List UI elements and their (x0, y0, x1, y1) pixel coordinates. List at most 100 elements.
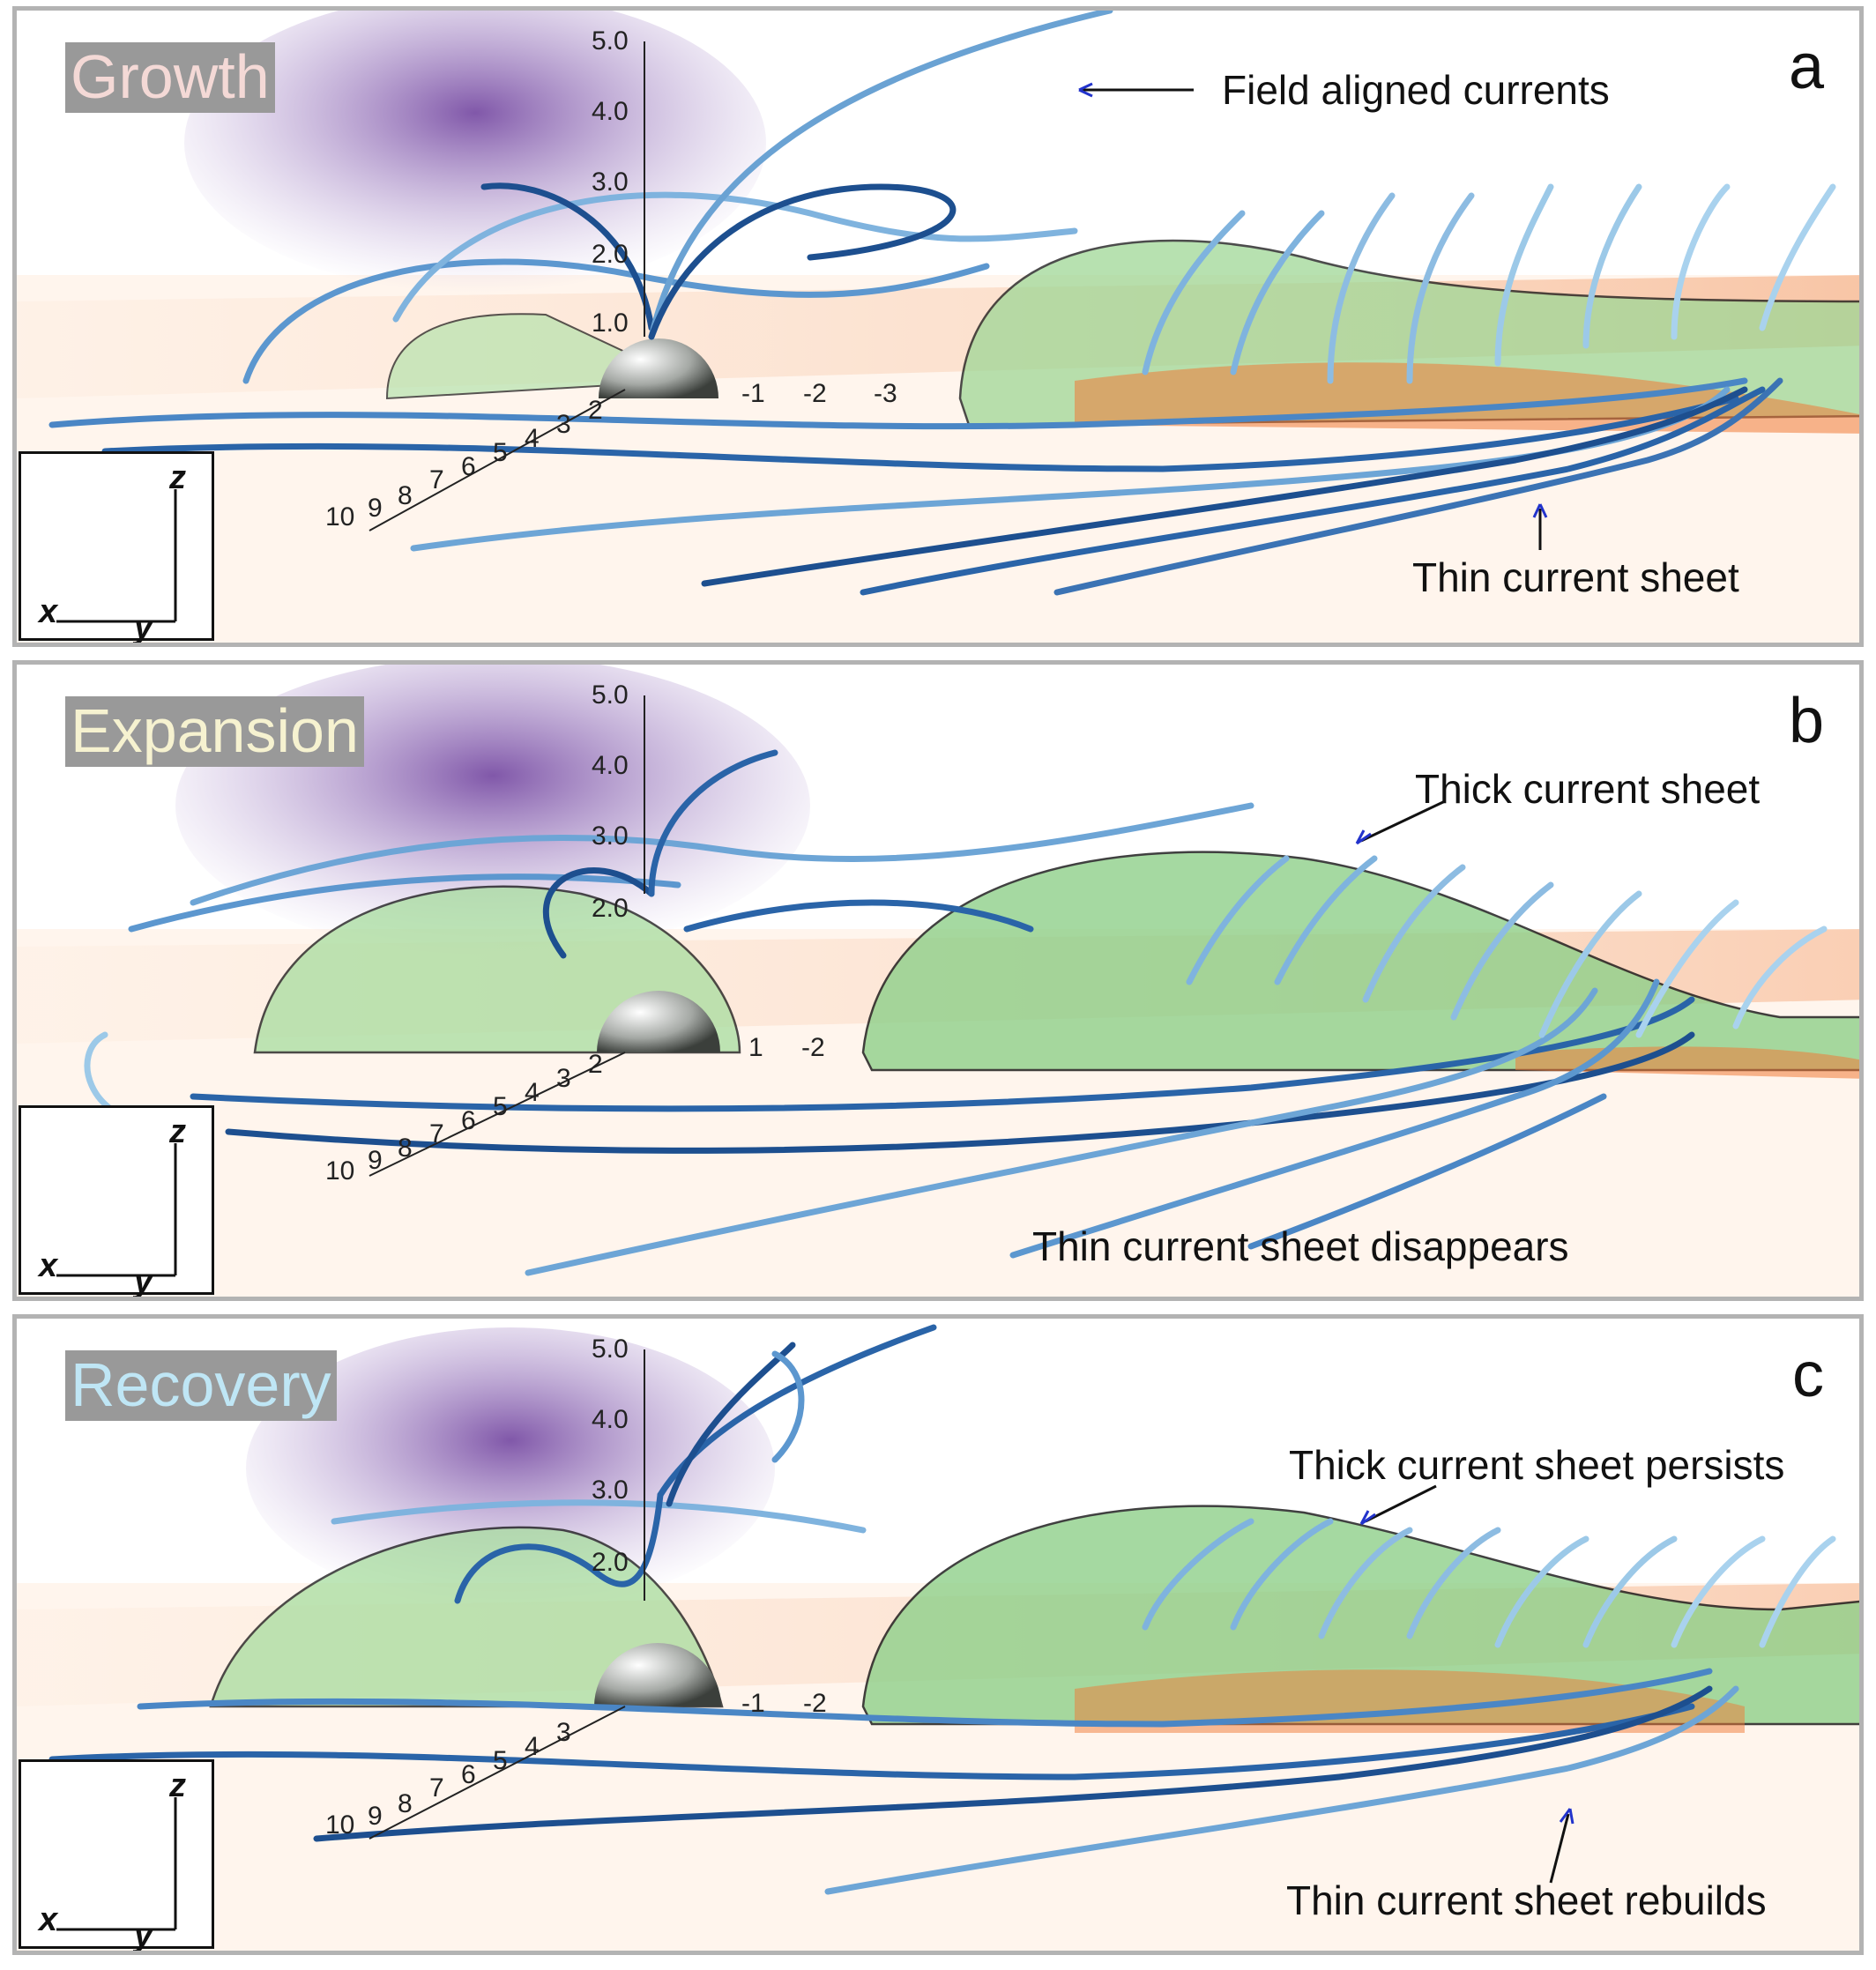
z-tick: 5.0 (592, 1334, 629, 1364)
axes-orientation-box: z x y (19, 1759, 214, 1954)
x-tick: 4 (525, 1732, 540, 1761)
earth-sphere (594, 1643, 721, 1706)
x-tick: 2 (588, 396, 603, 425)
green-current-sheet (861, 851, 1859, 1072)
y-tick: -2 (803, 1689, 827, 1718)
x-tick: 4 (525, 424, 540, 453)
thick-sheet-arrow-line (1360, 799, 1446, 843)
z-axis-label: z (169, 1113, 186, 1150)
scene-a (17, 11, 1859, 643)
z-tick: 5.0 (592, 26, 629, 56)
x-tick: 3 (556, 1718, 571, 1747)
z-tick: 4.0 (592, 751, 629, 780)
y-tick: -3 (874, 379, 897, 408)
annotation-thin-current-sheet: Thin current sheet (1412, 554, 1739, 600)
y-tick: 1 (748, 1033, 763, 1062)
z-tick: 5.0 (592, 680, 629, 710)
y-axis-label: y (134, 1917, 153, 1954)
scene-c (17, 1324, 1859, 1951)
y-axis-label: y (134, 609, 153, 646)
y-tick: -2 (801, 1033, 825, 1062)
annotation-field-aligned-currents: Field aligned currents (1222, 67, 1610, 113)
annotation-thin-current-sheet-rebuilds: Thin current sheet rebuilds (1286, 1877, 1767, 1923)
thin-sheet-arrow-head (1532, 503, 1548, 518)
field-aligned-current-haze (184, 11, 766, 293)
x-tick: 7 (429, 465, 444, 494)
x-axis-line (368, 1706, 626, 1840)
thick-sheet-arrow-head (1355, 829, 1372, 845)
panel-c: 5.0 4.0 3.0 2.0 10 9 8 7 6 5 4 3 -1 -2 R… (12, 1314, 1864, 1955)
x-axis-line (368, 389, 626, 532)
x-axis-label: x (39, 1247, 58, 1284)
y-tick: -1 (741, 379, 765, 408)
annotation-thick-current-sheet: Thick current sheet (1415, 766, 1761, 812)
field-aligned-current-haze (246, 1327, 775, 1609)
x-tick: 5 (493, 1746, 508, 1775)
x-axis-label: x (39, 1901, 58, 1938)
z-axis-label: z (169, 1767, 186, 1804)
x-tick: 10 (325, 1810, 355, 1840)
phase-label: Growth (65, 42, 275, 113)
x-tick: 10 (325, 1156, 355, 1186)
x-tick: 9 (368, 1802, 383, 1831)
thin-sheet-edge (1075, 1669, 1745, 1733)
z-tick: 3.0 (592, 167, 629, 197)
fac-arrow-head (1078, 82, 1093, 98)
x-tick: 6 (461, 452, 476, 481)
earth-sphere (599, 338, 718, 398)
annotation-thin-current-sheet-disappears: Thin current sheet disappears (1032, 1223, 1569, 1269)
x-tick: 6 (461, 1760, 476, 1789)
x-tick: 8 (398, 1789, 413, 1818)
green-current-sheet (861, 1505, 1859, 1726)
z-tick: 4.0 (592, 97, 629, 126)
field-lines (84, 749, 1828, 1276)
panel-letter: b (1788, 686, 1824, 756)
x-tick: 4 (525, 1078, 540, 1107)
thin-sheet-arrow-line (1549, 1813, 1570, 1884)
x-tick: 9 (368, 1146, 383, 1175)
x-tick: 5 (493, 1092, 508, 1121)
x-tick: 6 (461, 1106, 476, 1135)
axes-orientation-lines (56, 489, 177, 623)
y-axis-label: y (134, 1263, 153, 1300)
z-tick: 4.0 (592, 1405, 629, 1434)
z-tick: 2.0 (592, 1548, 629, 1577)
x-axis-line (368, 1052, 626, 1177)
x-tick: 5 (493, 438, 508, 467)
z-tick: 3.0 (592, 821, 629, 851)
panel-a: 5.0 4.0 3.0 2.0 1.0 10 9 8 7 6 5 4 3 2 -… (12, 6, 1864, 647)
z-tick: 1.0 (592, 309, 629, 338)
phase-label: Expansion (65, 696, 364, 767)
earth-sphere (597, 991, 720, 1052)
y-tick: -2 (803, 379, 827, 408)
z-tick: 2.0 (592, 894, 629, 923)
field-lines (48, 1324, 1836, 1895)
panel-letter: c (1792, 1340, 1824, 1410)
phase-label: Recovery (65, 1350, 337, 1421)
field-lines (48, 11, 1836, 596)
axes-orientation-lines (56, 1797, 177, 1931)
axes-orientation-box: z x y (19, 1105, 214, 1300)
x-tick: 3 (556, 410, 571, 439)
x-tick: 2 (588, 1050, 603, 1079)
thick-sheet-arrow-line (1365, 1484, 1437, 1523)
z-tick: 2.0 (592, 240, 629, 269)
x-tick: 3 (556, 1064, 571, 1093)
annotation-thick-current-sheet-persists: Thick current sheet persists (1289, 1442, 1785, 1488)
thin-sheet-arrow-head (1559, 1808, 1574, 1825)
x-tick: 8 (398, 481, 413, 510)
panel-b: 5.0 4.0 3.0 2.0 10 9 8 7 6 5 4 3 2 1 -2 … (12, 660, 1864, 1301)
axes-orientation-box: z x y (19, 451, 214, 646)
x-axis-label: x (39, 593, 58, 630)
axes-orientation-lines (56, 1143, 177, 1277)
x-tick: 7 (429, 1119, 444, 1149)
x-tick: 8 (398, 1134, 413, 1163)
y-tick: -1 (741, 1689, 765, 1718)
thick-sheet-arrow-head (1359, 1510, 1376, 1526)
x-tick: 9 (368, 494, 383, 523)
z-tick: 3.0 (592, 1476, 629, 1505)
z-axis-label: z (169, 459, 186, 496)
x-tick: 7 (429, 1773, 444, 1803)
panel-letter: a (1788, 32, 1824, 102)
x-tick: 10 (325, 502, 355, 532)
